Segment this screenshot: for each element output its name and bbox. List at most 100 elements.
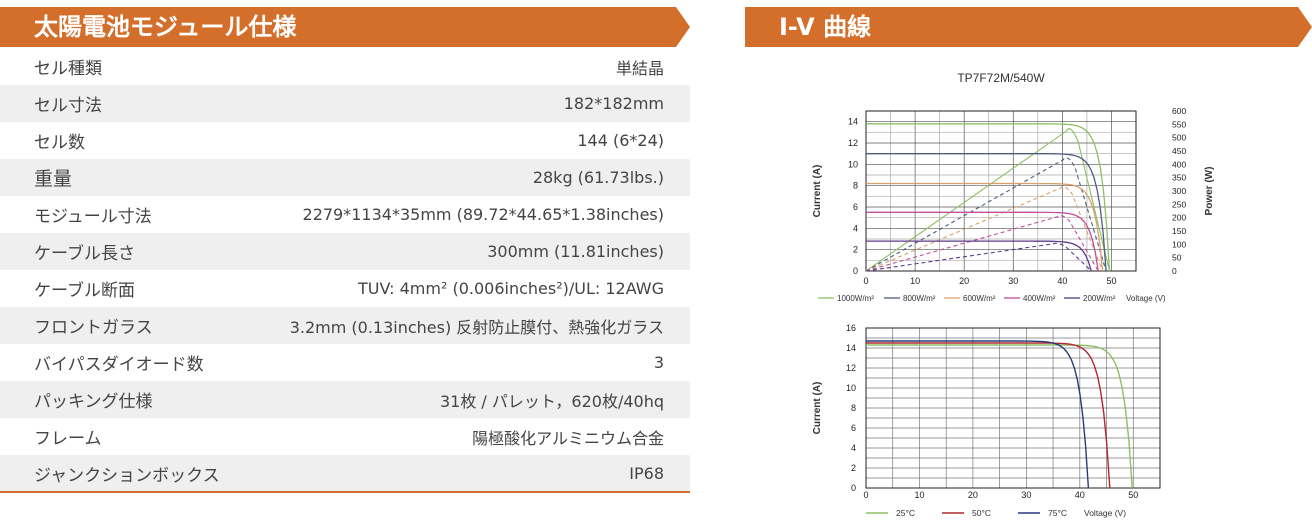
x-tick-label: 0 [863, 490, 868, 500]
legend-label: 1000W/m² [837, 294, 874, 303]
y2-tick-label: 100 [1172, 239, 1186, 249]
legend-label: 50°C [972, 508, 991, 518]
spec-label: バイパスダイオード数 [34, 355, 204, 375]
power-series-line [865, 128, 1111, 272]
x-tick-label: 40 [1075, 490, 1085, 500]
y-tick-label: 6 [851, 423, 856, 433]
legend-label: 400W/m² [1023, 294, 1056, 303]
spec-value: 28kg (61.73lbs.) [532, 168, 664, 187]
x-tick-label: 0 [863, 276, 868, 286]
power-series-line [865, 157, 1107, 272]
y2-axis-label: Power (W) [1204, 167, 1215, 216]
spec-label: フロントガラス [34, 318, 153, 338]
x-tick-label: 30 [1008, 276, 1018, 286]
x-tick-label: 20 [968, 490, 978, 500]
y-tick-label: 0 [853, 266, 858, 276]
y-tick-label: 2 [851, 463, 856, 473]
legend-label: 75°C [1048, 508, 1067, 518]
spec-value: 陽極酸化アルミニウム合金 [472, 428, 664, 448]
spec-value: IP68 [629, 464, 664, 483]
x-axis-label: Voltage (V) [1126, 294, 1166, 303]
y-tick-label: 2 [853, 245, 858, 255]
spec-label: セル種類 [34, 59, 102, 79]
spec-label: ケーブル長さ [34, 244, 135, 264]
legend-label: 600W/m² [963, 294, 996, 303]
spec-value: 144 (6*24) [577, 131, 664, 150]
spec-value: TUV: 4mm² (0.006inches²)/UL: 12AWG [358, 279, 664, 298]
legend-label: 800W/m² [903, 294, 936, 303]
x-tick-label: 20 [959, 276, 969, 286]
spec-value: 182*182mm [563, 94, 664, 113]
y-tick-label: 4 [853, 223, 858, 233]
spec-label: ケーブル断面 [34, 281, 135, 301]
x-tick-label: 50 [1128, 490, 1138, 500]
iv-series-line [866, 344, 1133, 489]
spec-label: セル寸法 [34, 96, 102, 116]
y-tick-label: 8 [853, 181, 858, 191]
legend-label: 25°C [896, 508, 915, 518]
y-tick-label: 16 [846, 323, 856, 333]
y-axis-label: Current (A) [812, 165, 823, 218]
y-tick-label: 12 [848, 138, 858, 148]
chart-title: TP7F72M/540W [957, 72, 1045, 85]
spec-label: 重量 [34, 168, 73, 190]
y2-tick-label: 0 [1172, 266, 1177, 276]
spec-row: ケーブル長さ 300mm (11.81inches) [0, 233, 690, 270]
iv-series-line [866, 182, 1104, 272]
iv-curve-temperature-chart: 0 2 4 6 8 10 12 14 16 0 10 20 30 40 50 Current (A) 25°C 5… [812, 323, 1161, 518]
power-series-line [865, 186, 1104, 272]
spec-value: 3.2mm (0.13inches) 反射防止膜付、熱強化ガラス [289, 317, 664, 337]
y2-tick-label: 150 [1172, 226, 1186, 236]
spec-label: フレーム [34, 429, 102, 449]
iv-series-line [866, 240, 1092, 272]
y-tick-label: 12 [846, 363, 856, 373]
spec-row: パッキング仕様 31枚 / パレット，620枚/40hq [0, 381, 690, 418]
y2-tick-label: 200 [1172, 213, 1186, 223]
spec-value: 単結晶 [615, 58, 664, 78]
spec-label: ジャンクションボックス [34, 466, 220, 486]
y2-tick-label: 400 [1172, 159, 1186, 169]
y2-tick-label: 300 [1172, 186, 1186, 196]
spec-row: セル数 144 (6*24) [0, 122, 690, 159]
x-tick-label: 30 [1021, 490, 1031, 500]
spec-label: パッキング仕様 [34, 392, 153, 412]
power-series-line [865, 215, 1099, 272]
y-axis-label: Current (A) [812, 382, 823, 435]
spec-label: モジュール寸法 [34, 207, 152, 227]
spec-label: セル数 [34, 133, 85, 153]
y2-tick-label: 600 [1172, 106, 1186, 116]
spec-table: セル種類 単結晶セル寸法 182*182mm セル数 144 (6*24) 重量 28kg … [0, 48, 690, 492]
y2-tick-label: 450 [1172, 146, 1186, 156]
spec-row: 重量 28kg (61.73lbs.) [0, 159, 690, 196]
spec-row: フレーム 陽極酸化アルミニウム合金 [0, 418, 690, 455]
spec-row: ケーブル断面 TUV: 4mm² (0.006inches²)/UL: 12AWG [0, 270, 690, 307]
plot-frame [865, 110, 1137, 272]
x-tick-label: 50 [1106, 276, 1116, 286]
spec-row: バイパスダイオード数 3 [0, 344, 690, 381]
y-tick-label: 14 [846, 343, 856, 353]
spec-row: セル寸法 182*182mm [0, 85, 690, 122]
legend-label: 200W/m² [1083, 294, 1116, 303]
x-tick-label: 10 [910, 276, 920, 286]
spec-value: 3 [653, 353, 664, 372]
iv-series-line [866, 123, 1111, 272]
y-tick-label: 8 [851, 403, 856, 413]
x-tick-label: 40 [1057, 276, 1067, 286]
spec-value: 2279*1134*35mm (89.72*44.65*1.38inches) [302, 205, 664, 224]
spec-value: 300mm (11.81inches) [487, 242, 664, 261]
y2-tick-label: 550 [1172, 119, 1186, 129]
y2-tick-label: 350 [1172, 173, 1186, 183]
iv-series-line [866, 153, 1107, 272]
spec-table-bottom-rule [0, 491, 690, 493]
y2-tick-label: 50 [1172, 253, 1182, 263]
plot-frame [865, 327, 1161, 489]
x-tick-label: 10 [914, 490, 924, 500]
y-tick-label: 4 [851, 443, 856, 453]
spec-row: セル種類 単結晶 [0, 48, 690, 85]
y2-tick-label: 500 [1172, 133, 1186, 143]
iv-curve-title: I-V 曲線 [745, 7, 1312, 47]
y-tick-label: 0 [851, 483, 856, 493]
y2-tick-label: 250 [1172, 199, 1186, 209]
y-tick-label: 10 [846, 383, 856, 393]
